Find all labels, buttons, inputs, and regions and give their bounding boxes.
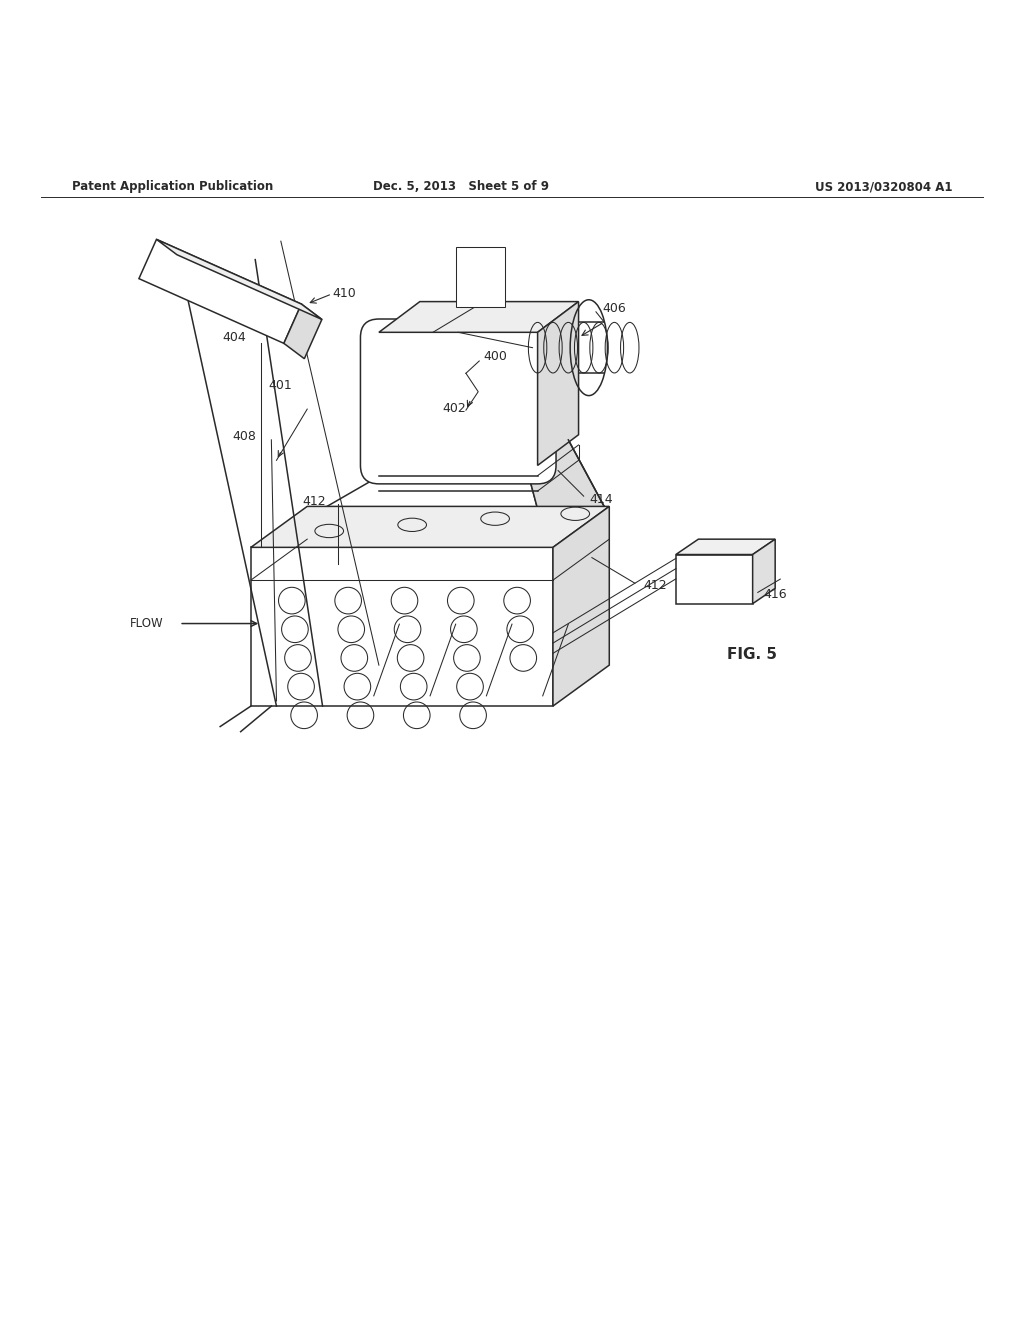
Polygon shape: [527, 440, 604, 548]
Text: 412: 412: [302, 495, 326, 508]
Text: 410: 410: [332, 288, 356, 301]
Text: Patent Application Publication: Patent Application Publication: [72, 181, 273, 194]
Polygon shape: [251, 548, 553, 706]
Text: 402: 402: [442, 401, 466, 414]
Polygon shape: [538, 301, 579, 466]
FancyBboxPatch shape: [360, 319, 556, 484]
Text: 400: 400: [483, 350, 507, 363]
Polygon shape: [251, 507, 609, 548]
Text: FIG. 5: FIG. 5: [727, 647, 777, 663]
Polygon shape: [157, 239, 322, 319]
Text: 404: 404: [222, 331, 246, 345]
Text: 408: 408: [232, 430, 256, 444]
Polygon shape: [139, 239, 301, 343]
Text: Dec. 5, 2013   Sheet 5 of 9: Dec. 5, 2013 Sheet 5 of 9: [373, 181, 549, 194]
Polygon shape: [284, 304, 322, 359]
Text: 406: 406: [602, 302, 626, 315]
Polygon shape: [456, 247, 505, 306]
Text: 414: 414: [590, 492, 613, 506]
Polygon shape: [256, 470, 548, 548]
Polygon shape: [753, 539, 775, 603]
Text: 416: 416: [763, 587, 786, 601]
Polygon shape: [553, 507, 609, 706]
Text: 401: 401: [268, 379, 292, 392]
Polygon shape: [676, 554, 753, 603]
Text: FLOW: FLOW: [130, 616, 164, 630]
Text: 412: 412: [643, 578, 667, 591]
Polygon shape: [379, 301, 579, 333]
Text: US 2013/0320804 A1: US 2013/0320804 A1: [815, 181, 952, 194]
Polygon shape: [676, 539, 775, 554]
